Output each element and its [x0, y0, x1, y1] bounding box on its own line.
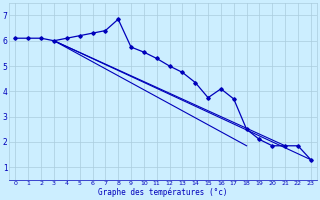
X-axis label: Graphe des températures (°c): Graphe des températures (°c) [98, 188, 228, 197]
